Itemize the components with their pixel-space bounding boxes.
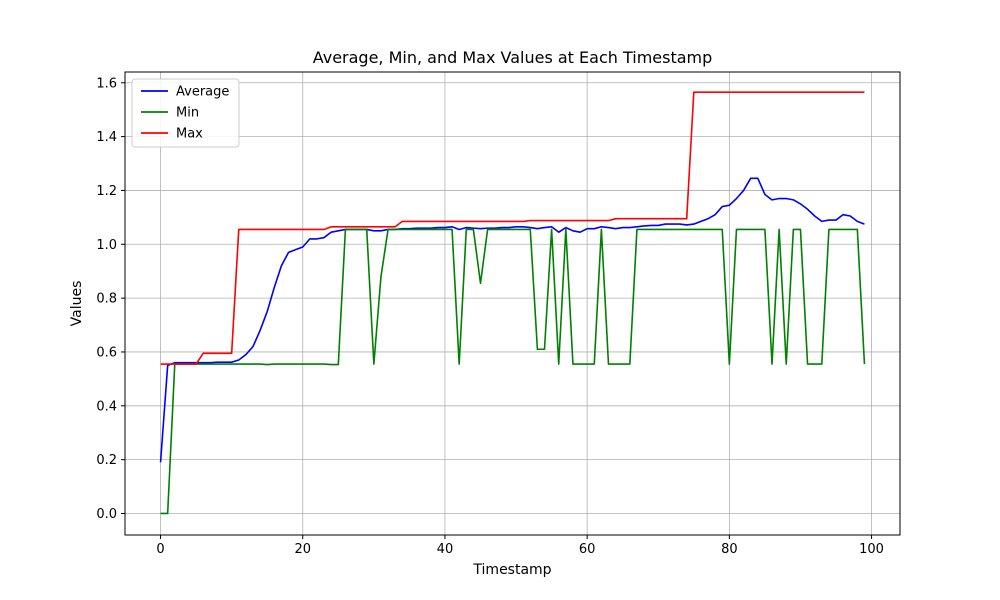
y-tick-label: 1.0 (96, 238, 117, 253)
series-line-average (159, 177, 865, 463)
legend-label-min: Min (176, 106, 199, 121)
y-tick-label: 1.2 (96, 184, 117, 199)
y-tick-label: 0.4 (96, 399, 117, 414)
y-tick-label: 1.4 (96, 130, 117, 145)
y-tick-label: 0.0 (96, 507, 117, 522)
x-tick-label: 60 (579, 542, 596, 557)
series-line-max (160, 91, 865, 365)
legend-label-max: Max (176, 127, 203, 142)
x-tick-label: 20 (294, 542, 311, 557)
series-lines (159, 91, 866, 515)
y-axis-title: Values (69, 281, 85, 327)
axis-ticks: 0 20 40 60 80 100 0.0 0.2 0.4 0.6 0.8 1.0 1.2 1.4 1.6 (96, 76, 884, 557)
legend-label-average: Average (176, 85, 229, 100)
legend: Average Min Max (131, 78, 240, 148)
y-tick-label: 1.6 (96, 76, 117, 91)
x-tick-label: 100 (859, 542, 884, 557)
y-tick-label: 0.6 (96, 345, 117, 360)
y-tick-label: 0.8 (96, 292, 117, 307)
x-axis-title: Timestamp (472, 562, 551, 578)
x-tick-label: 40 (437, 542, 454, 557)
chart-title: Average, Min, and Max Values at Each Tim… (313, 48, 713, 67)
y-tick-label: 0.2 (96, 453, 117, 468)
legend-box (131, 78, 240, 148)
plot-frame (124, 71, 901, 536)
x-tick-label: 0 (156, 542, 164, 557)
x-tick-label: 80 (721, 542, 738, 557)
series-line-min (160, 228, 866, 515)
